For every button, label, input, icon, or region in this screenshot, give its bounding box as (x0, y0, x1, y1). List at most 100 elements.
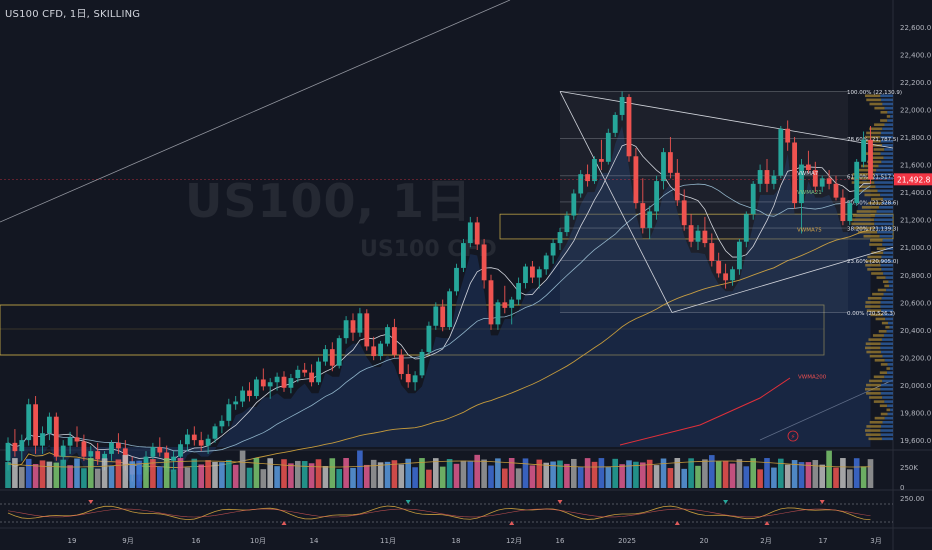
volume-bar (805, 462, 812, 488)
vwma200-line (619, 377, 791, 446)
candle-body (730, 269, 735, 281)
volume-bar (536, 459, 543, 488)
candle-body (53, 416, 59, 457)
volume-profile-bar (869, 127, 883, 131)
volume-bar (433, 458, 439, 488)
vwma75-label: VWMA75 (797, 227, 822, 233)
volume-bar (198, 464, 204, 488)
volume-bar (60, 459, 66, 488)
volume-profile-bar (851, 181, 875, 184)
volume-profile-bar (882, 144, 893, 147)
volume-profile-bar (874, 222, 893, 226)
candle-body (654, 181, 659, 212)
volume-bar (219, 462, 225, 488)
candle-body (309, 372, 314, 383)
volume-profile-bar (867, 268, 882, 271)
x-tick-label: 19 (68, 537, 77, 545)
volume-profile-bar (866, 309, 882, 312)
volume-profile-bar (884, 123, 893, 126)
volume-bar (212, 461, 218, 488)
candle-body (47, 416, 52, 434)
volume-bar (426, 469, 432, 488)
volume-profile-bar (880, 259, 893, 263)
volume-bar (184, 467, 191, 488)
volume-bar (115, 459, 122, 488)
volume-profile-bar (887, 321, 893, 325)
volume-bar (598, 458, 605, 488)
volume-profile-bar (880, 110, 888, 114)
volume-profile-bar (874, 416, 885, 420)
volume-profile-bar (869, 396, 883, 399)
osc-marker (405, 500, 411, 504)
volume-bar (633, 461, 639, 488)
volume-profile-bar (865, 263, 881, 267)
candle-body (116, 442, 121, 449)
volume-profile-bar (857, 230, 878, 234)
volume-bar (350, 467, 356, 488)
candle-body (157, 447, 163, 453)
candle-body (557, 232, 563, 244)
volume-bar (757, 469, 763, 488)
volume-profile-bar (880, 342, 893, 346)
volume-bar (136, 460, 142, 488)
candle-body (592, 159, 597, 182)
volume-tick-label: 0 (900, 484, 904, 492)
candle-body (564, 215, 570, 233)
pattern-line (559, 91, 894, 149)
y-tick-label: 20,800.0 (900, 272, 931, 280)
vwma7-label: VWMA7 (797, 171, 819, 177)
volume-bar (550, 461, 556, 488)
volume-profile-bar (884, 416, 893, 420)
volume-bar (784, 464, 791, 488)
pattern-line (559, 91, 673, 313)
volume-bar (163, 458, 170, 488)
volume-profile-bar (884, 106, 893, 110)
volume-bar (812, 460, 819, 488)
trend-line (0, 0, 511, 223)
candle-body (619, 97, 625, 115)
volume-bar (143, 463, 149, 488)
volume-bar (177, 458, 184, 488)
candle-body (336, 338, 342, 366)
volume-profile-bar (881, 437, 893, 441)
y-tick-label: 19,800.0 (900, 410, 931, 418)
volume-bar (170, 469, 177, 488)
volume-bar (674, 458, 681, 488)
candle-body (267, 382, 273, 387)
candle-body (495, 302, 501, 325)
candle-body (454, 267, 459, 292)
candle-body (550, 243, 556, 256)
volume-profile-bar (869, 239, 883, 242)
candle-body (674, 172, 680, 201)
volume-bar (646, 459, 653, 488)
candle-body (260, 379, 266, 387)
x-tick-label: 16 (192, 537, 201, 545)
candle-body (185, 434, 190, 445)
volume-bar (688, 458, 694, 488)
volume-bar (715, 461, 722, 488)
volume-profile-bar (867, 255, 882, 259)
candle-body (426, 325, 432, 352)
volume-profile-bar (880, 363, 888, 366)
candle-body (419, 351, 425, 376)
volume-bar (12, 458, 18, 488)
candle-body (543, 255, 549, 270)
candle-body (254, 379, 259, 397)
vwma21-label: VWMA21 (797, 190, 822, 196)
x-tick-label: 9月 (122, 537, 133, 545)
volume-profile-bar (881, 255, 893, 259)
candle-body (536, 269, 542, 278)
candle-body (357, 313, 363, 333)
candle-body (523, 266, 528, 284)
y-tick-label: 22,400.0 (900, 51, 931, 59)
volume-bar (88, 458, 94, 488)
volume-profile-bar (872, 292, 884, 296)
volume-profile-bar (880, 135, 893, 139)
volume-bar (391, 460, 398, 488)
volume-bar (232, 464, 239, 488)
symbol-title[interactable]: US100 CFD, 1日, SKILLING (5, 9, 141, 20)
volume-bar (281, 459, 287, 488)
volume-profile-bar (852, 172, 875, 176)
volume-profile-bar (854, 185, 876, 188)
